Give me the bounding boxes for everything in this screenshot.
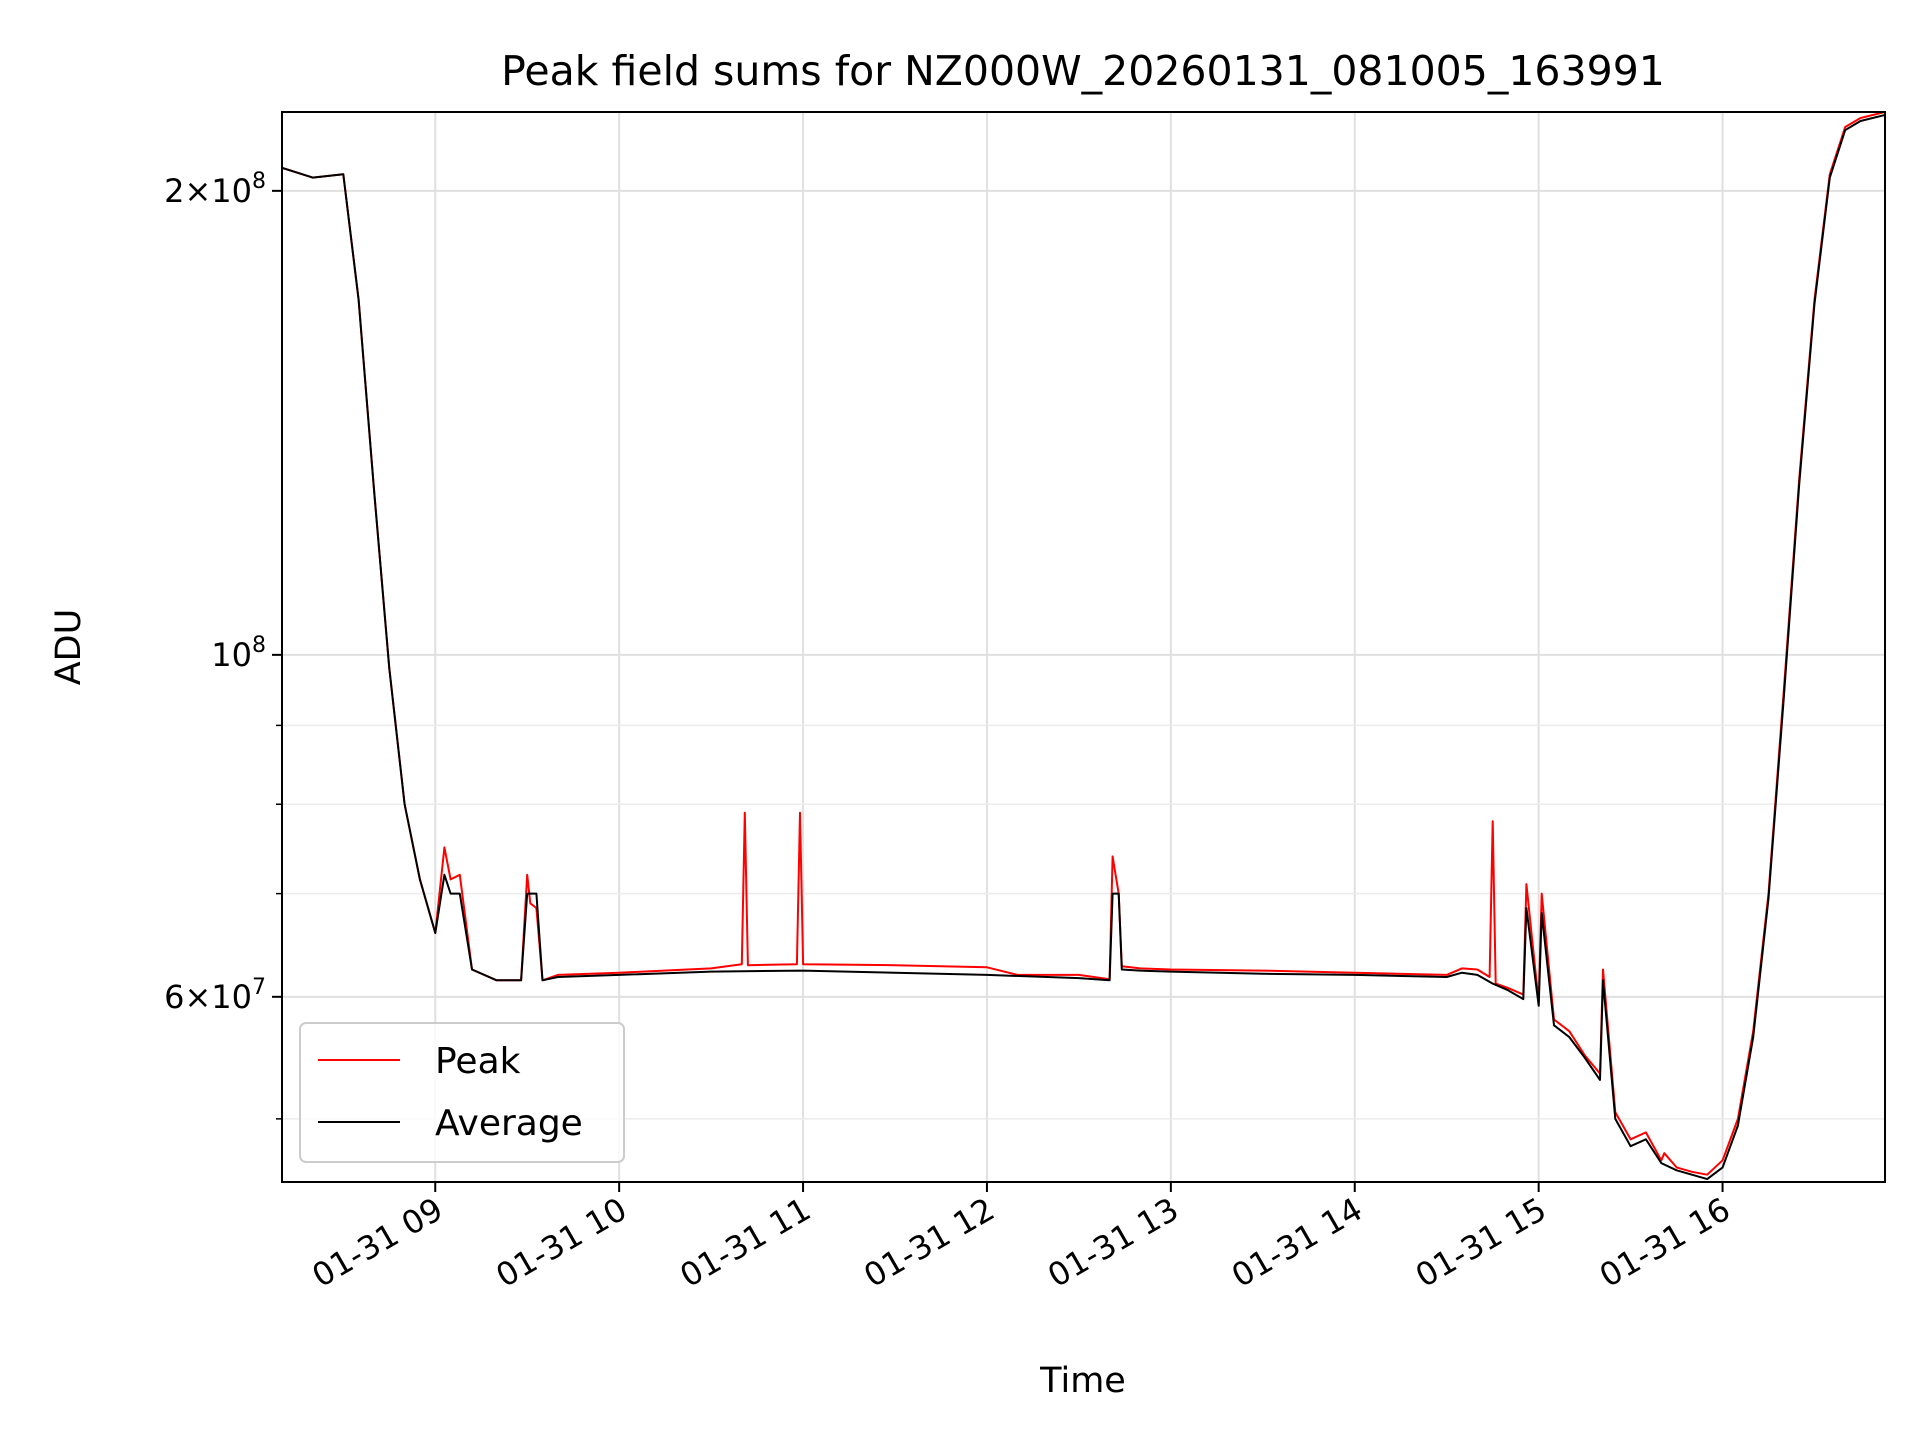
y-tick-exponent: 8 [252,633,266,658]
y-tick-exponent: 8 [252,169,266,194]
plot-area [282,112,1885,1181]
y-tick-base: 10 [211,636,252,674]
legend-label-peak: Peak [435,1041,521,1082]
y-tick-label: 108 [211,633,266,674]
y-axis-label: ADU [49,609,89,686]
grid-lines [282,112,1885,1182]
y-tick-label: 2×108 [164,169,266,210]
legend-label-average: Average [435,1103,583,1144]
legend: Peak Average [299,1022,625,1163]
legend-box [299,1022,625,1163]
series-layer [282,112,1885,1181]
y-tick-base: 6×10 [164,978,252,1016]
y-tick-exponent: 7 [252,975,266,1000]
y-tick-base: 2×10 [164,172,252,210]
x-axis-label: Time [1039,1361,1126,1401]
chart-title: Peak field sums for NZ000W_20260131_0810… [501,47,1665,95]
axes-frame [281,111,1886,1183]
y-tick-label: 6×107 [164,975,266,1016]
series-line-average [282,114,1885,1181]
